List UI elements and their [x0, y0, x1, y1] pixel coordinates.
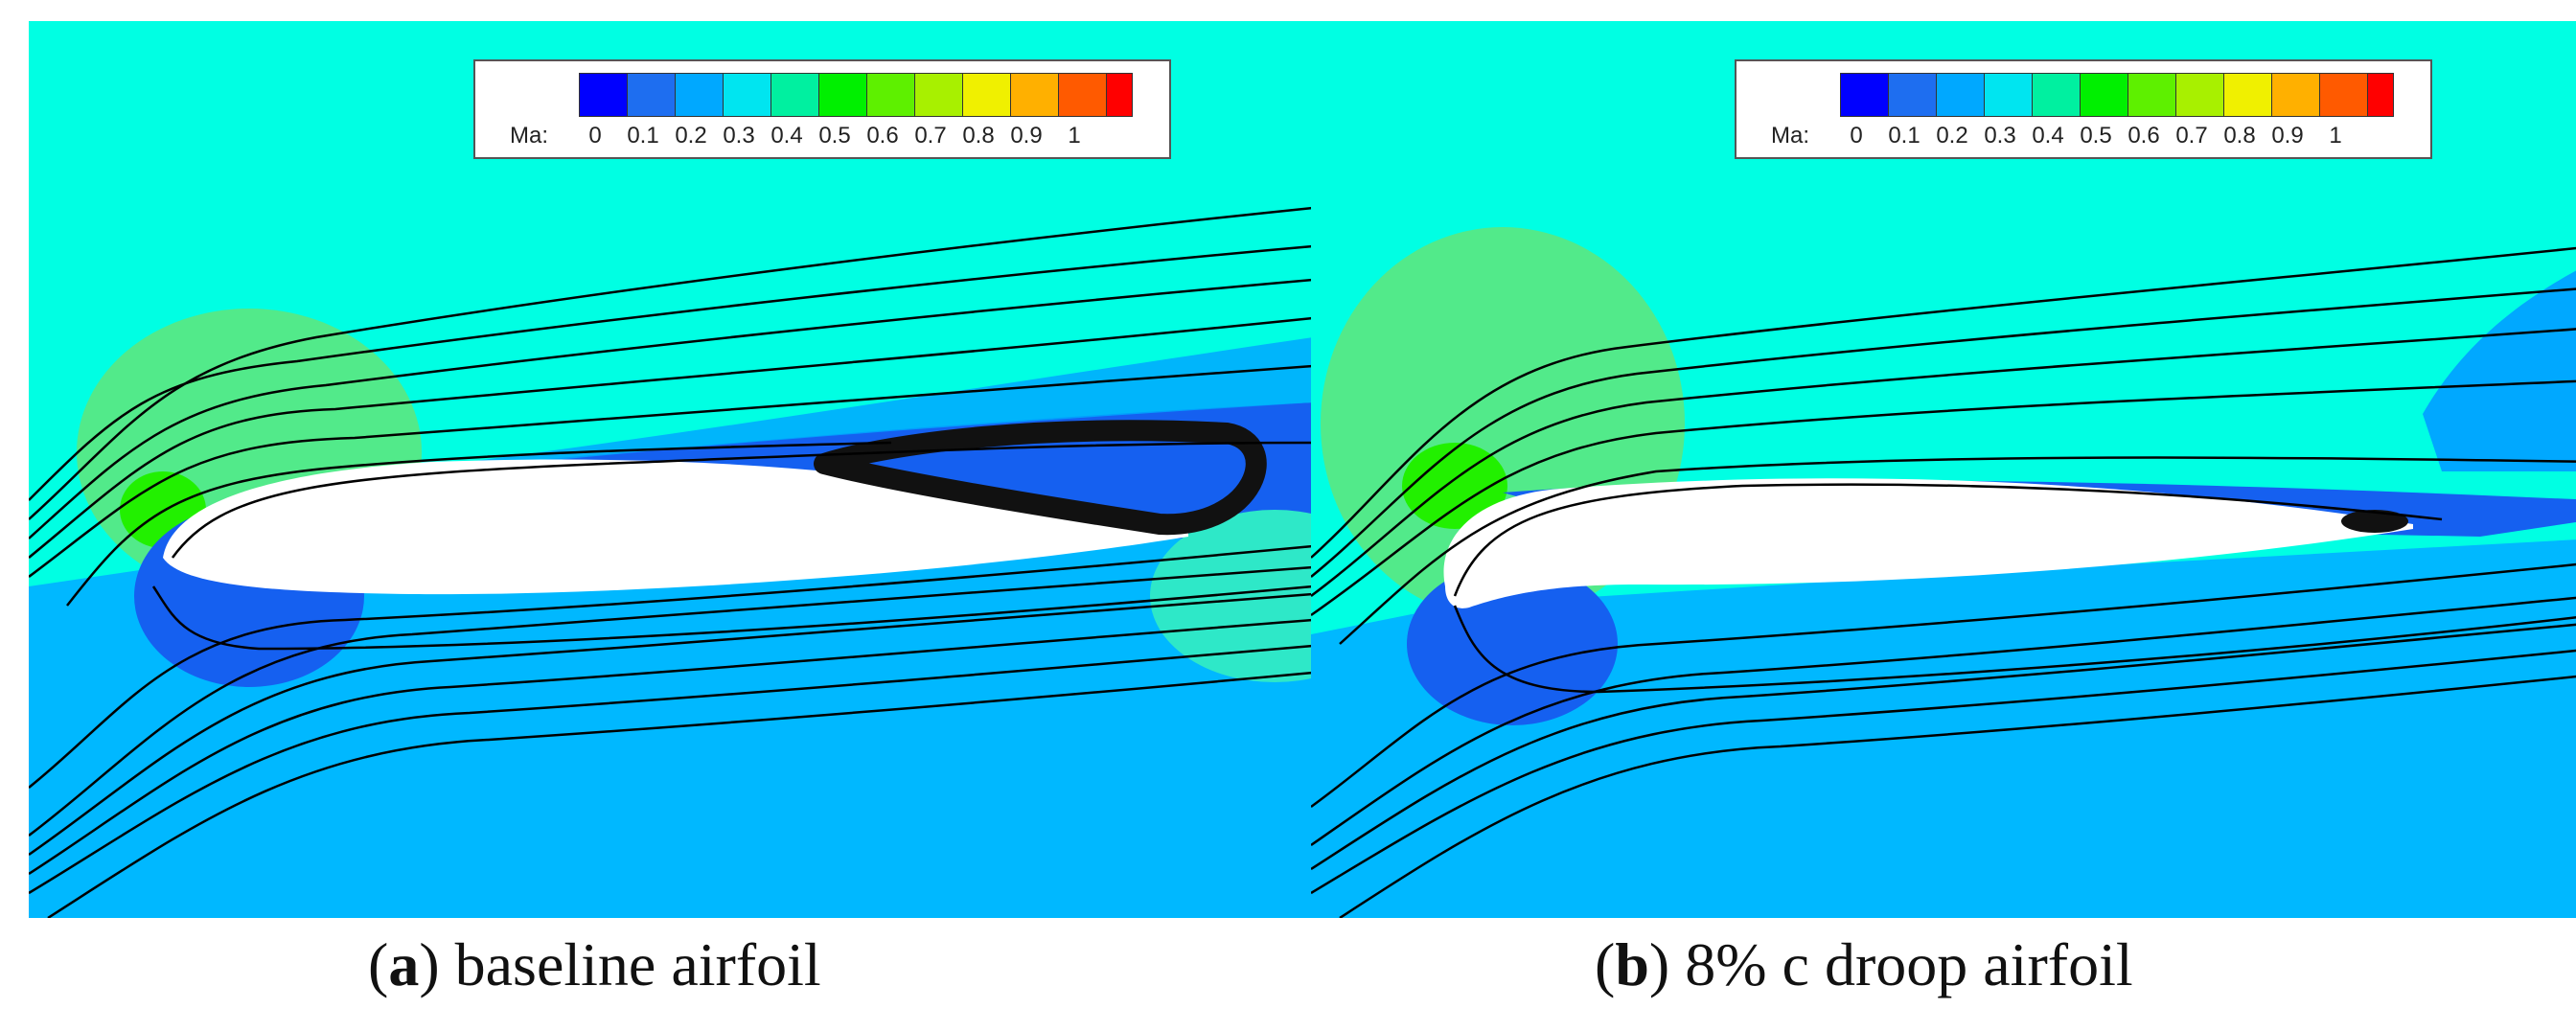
legend-swatch	[580, 74, 628, 116]
legend-color-bar	[1840, 73, 2394, 117]
legend-tick-label: 1	[2329, 123, 2342, 149]
legend-swatch	[2033, 74, 2081, 116]
legend-swatch	[1059, 74, 1107, 116]
legend-tick-label: 0.9	[1010, 123, 1043, 149]
legend-swatch	[1841, 74, 1889, 116]
trailing-bubble	[1150, 510, 1313, 682]
legend-swatch	[1107, 74, 1132, 116]
legend-color-bar	[579, 73, 1133, 117]
legend-tick-label: 0.1	[627, 123, 659, 149]
legend-label: Ma:	[510, 123, 549, 149]
legend-swatch	[819, 74, 867, 116]
legend-tick-label: 0.4	[770, 123, 803, 149]
legend-tick-label: 0.7	[914, 123, 947, 149]
legend-swatch	[1985, 74, 2033, 116]
mach-legend-a: Ma: 0 0.1 0.2 0.3 0.4 0.5 0.6 0.7 0.8 0.9 1	[473, 59, 1171, 159]
flow-field-panel-baseline: Ma: 0 0.1 0.2 0.3 0.4 0.5 0.6 0.7 0.8 0.9 1	[29, 21, 1313, 918]
legend-swatch	[2320, 74, 2368, 116]
legend-swatch	[2224, 74, 2272, 116]
legend-swatch	[628, 74, 676, 116]
legend-swatch	[915, 74, 963, 116]
caption-text: baseline airfoil	[454, 930, 821, 998]
legend-tick-label: 0.5	[2080, 123, 2112, 149]
legend-tick-label: 0.2	[675, 123, 707, 149]
legend-tick-label: 0.8	[2223, 123, 2256, 149]
caption-letter: b	[1615, 930, 1649, 998]
legend-tick-label: 0.9	[2271, 123, 2304, 149]
streamlines-upper	[1311, 246, 2576, 645]
legend-swatch	[2128, 74, 2176, 116]
legend-tick-label: 0	[1850, 123, 1863, 149]
legend-tick-label: 0.1	[1888, 123, 1920, 149]
leading-edge-peak	[1402, 443, 1507, 529]
legend-tick-label: 0.3	[723, 123, 755, 149]
flow-field-panel-droop: Ma: 0 0.1 0.2 0.3 0.4 0.5 0.6 0.7 0.8 0.9 1	[1311, 21, 2576, 918]
legend-swatch	[676, 74, 724, 116]
airfoil-droop	[1443, 478, 2413, 608]
upper-transition-band	[2423, 270, 2576, 471]
legend-tick-label: 0.6	[866, 123, 899, 149]
legend-tick-label: 0.6	[2128, 123, 2160, 149]
legend-swatch	[1937, 74, 1985, 116]
legend-swatch	[867, 74, 915, 116]
legend-tick-label: 0.5	[818, 123, 851, 149]
separation-vortex	[2341, 510, 2408, 533]
legend-swatch	[1011, 74, 1059, 116]
legend-tick-label: 0.4	[2032, 123, 2064, 149]
lower-flow-region	[1311, 539, 2576, 918]
caption-text: 8% c droop airfoil	[1685, 930, 2133, 998]
mach-legend-b: Ma: 0 0.1 0.2 0.3 0.4 0.5 0.6 0.7 0.8 0.9 1	[1735, 59, 2432, 159]
legend-tick-label: 0.3	[1984, 123, 2016, 149]
legend-swatch	[2368, 74, 2393, 116]
legend-swatch	[2081, 74, 2128, 116]
legend-swatch	[1889, 74, 1937, 116]
upper-transition-band	[393, 337, 1313, 473]
legend-tick-label: 0.8	[962, 123, 995, 149]
streamlines-lower	[29, 544, 1313, 918]
legend-tick-label: 1	[1068, 123, 1081, 149]
legend-swatch	[2176, 74, 2224, 116]
caption-letter: a	[388, 930, 420, 998]
legend-tick-label: 0.7	[2175, 123, 2208, 149]
streamlines-upper	[29, 206, 1313, 607]
separation-vortex	[814, 420, 1267, 536]
legend-swatch	[2272, 74, 2320, 116]
caption-b: (b) 8% c droop airfoil	[1595, 930, 2133, 998]
mach-contour-plot-droop	[1311, 227, 2576, 918]
legend-tick-label: 0	[588, 123, 602, 149]
mach-contour-plot-baseline	[29, 206, 1313, 918]
caption-a: (a) baseline airfoil	[368, 930, 821, 998]
streamlines-lower	[1311, 562, 2576, 918]
legend-label: Ma:	[1771, 123, 1810, 149]
legend-swatch	[724, 74, 771, 116]
legend-tick-label: 0.2	[1936, 123, 1968, 149]
legend-swatch	[771, 74, 819, 116]
legend-swatch	[963, 74, 1011, 116]
